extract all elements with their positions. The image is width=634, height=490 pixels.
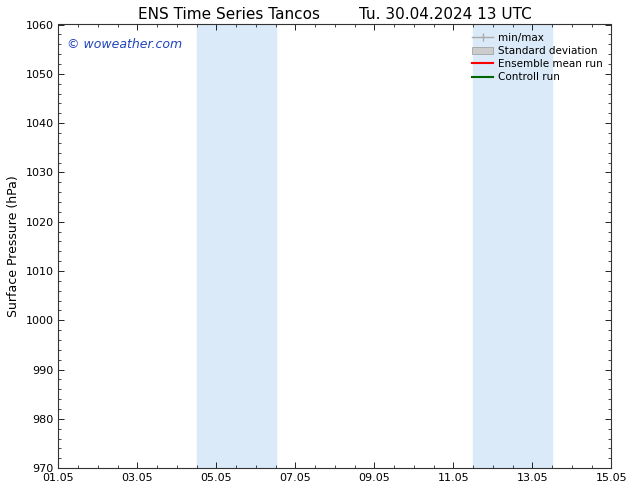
Legend: min/max, Standard deviation, Ensemble mean run, Controll run: min/max, Standard deviation, Ensemble me…	[469, 30, 606, 85]
Bar	[197, 24, 276, 468]
Y-axis label: Surface Pressure (hPa): Surface Pressure (hPa)	[7, 175, 20, 317]
Text: © woweather.com: © woweather.com	[67, 38, 182, 51]
Bar	[473, 24, 552, 468]
Title: ENS Time Series Tancos        Tu. 30.04.2024 13 UTC: ENS Time Series Tancos Tu. 30.04.2024 13…	[138, 7, 532, 22]
